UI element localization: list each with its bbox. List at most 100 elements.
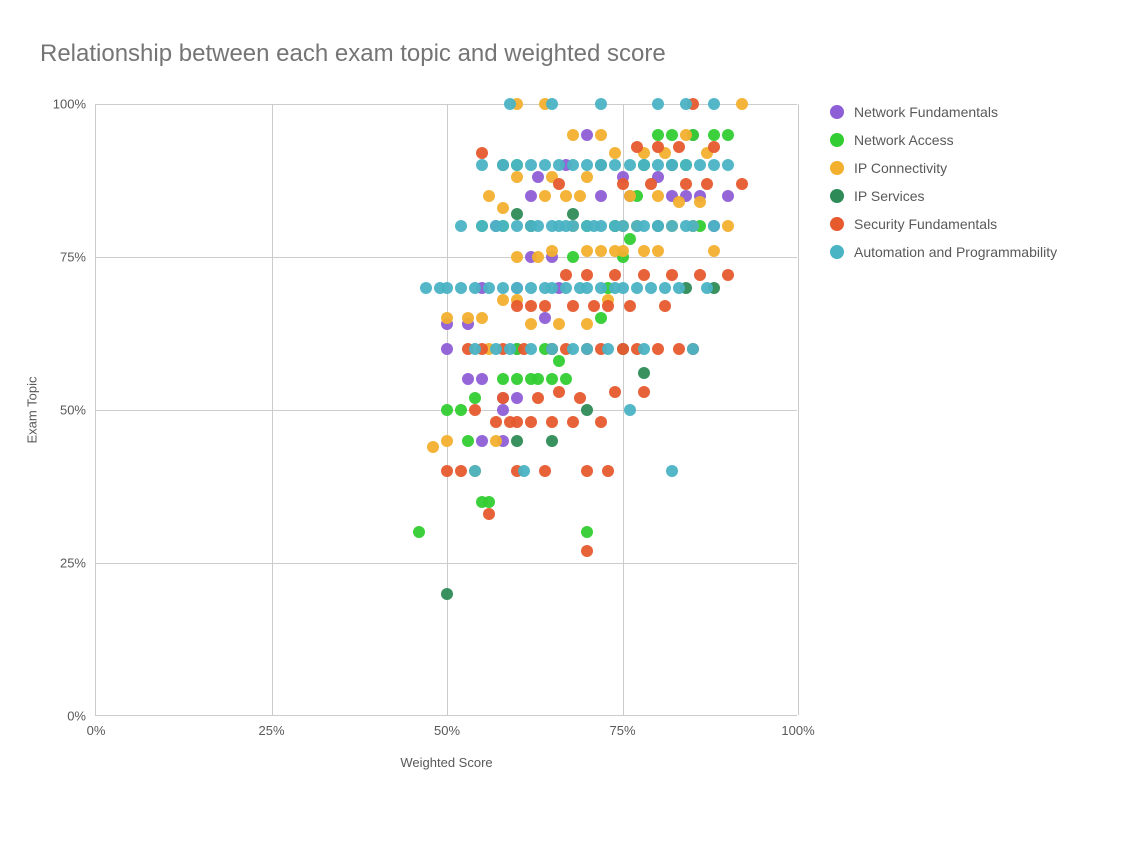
y-tick-label: 75% — [60, 250, 96, 265]
data-point — [483, 282, 495, 294]
data-point — [609, 159, 621, 171]
data-point — [722, 159, 734, 171]
data-point — [476, 159, 488, 171]
data-point — [511, 373, 523, 385]
data-point — [595, 98, 607, 110]
data-point — [553, 178, 565, 190]
data-point — [666, 220, 678, 232]
data-point — [511, 416, 523, 428]
data-point — [595, 190, 607, 202]
data-point — [525, 300, 537, 312]
data-point — [546, 416, 558, 428]
data-point — [666, 159, 678, 171]
data-point — [476, 312, 488, 324]
data-point — [553, 355, 565, 367]
data-point — [708, 141, 720, 153]
data-point — [483, 496, 495, 508]
scatter-chart: Relationship between each exam topic and… — [0, 0, 1125, 847]
data-point — [722, 220, 734, 232]
data-point — [497, 282, 509, 294]
data-point — [532, 373, 544, 385]
data-point — [441, 404, 453, 416]
x-tick-label: 50% — [434, 715, 460, 738]
x-tick-label: 100% — [781, 715, 814, 738]
data-point — [581, 404, 593, 416]
data-point — [455, 465, 467, 477]
data-point — [638, 367, 650, 379]
data-point — [560, 190, 572, 202]
data-point — [694, 269, 706, 281]
legend-item: IP Connectivity — [830, 160, 1057, 176]
data-point — [680, 98, 692, 110]
data-point — [455, 404, 467, 416]
data-point — [504, 98, 516, 110]
data-point — [546, 282, 558, 294]
data-point — [497, 202, 509, 214]
data-point — [680, 159, 692, 171]
data-point — [511, 435, 523, 447]
data-point — [511, 300, 523, 312]
data-point — [652, 159, 664, 171]
data-point — [483, 190, 495, 202]
data-point — [560, 282, 572, 294]
legend-label: Network Access — [854, 132, 954, 148]
data-point — [687, 220, 699, 232]
data-point — [617, 343, 629, 355]
data-point — [539, 312, 551, 324]
data-point — [624, 300, 636, 312]
data-point — [673, 343, 685, 355]
data-point — [722, 129, 734, 141]
data-point — [525, 318, 537, 330]
y-tick-label: 100% — [53, 97, 96, 112]
data-point — [462, 373, 474, 385]
x-tick-label: 25% — [258, 715, 284, 738]
data-point — [525, 343, 537, 355]
data-point — [567, 208, 579, 220]
data-point — [581, 343, 593, 355]
data-point — [567, 159, 579, 171]
data-point — [574, 392, 586, 404]
legend-swatch — [830, 245, 844, 259]
data-point — [497, 220, 509, 232]
data-point — [469, 392, 481, 404]
data-point — [469, 404, 481, 416]
data-point — [595, 312, 607, 324]
data-point — [511, 220, 523, 232]
data-point — [567, 300, 579, 312]
data-point — [511, 171, 523, 183]
data-point — [511, 159, 523, 171]
data-point — [567, 251, 579, 263]
data-point — [560, 269, 572, 281]
data-point — [497, 159, 509, 171]
legend-item: IP Services — [830, 188, 1057, 204]
data-point — [581, 245, 593, 257]
data-point — [694, 196, 706, 208]
data-point — [476, 435, 488, 447]
data-point — [609, 386, 621, 398]
data-point — [581, 465, 593, 477]
data-point — [532, 392, 544, 404]
y-axis-label: Exam Topic — [25, 376, 40, 443]
data-point — [483, 508, 495, 520]
data-point — [455, 282, 467, 294]
data-point — [581, 171, 593, 183]
data-point — [441, 465, 453, 477]
data-point — [638, 269, 650, 281]
data-point — [673, 282, 685, 294]
data-point — [624, 190, 636, 202]
data-point — [701, 178, 713, 190]
data-point — [490, 416, 502, 428]
data-point — [617, 220, 629, 232]
data-point — [567, 343, 579, 355]
data-point — [638, 343, 650, 355]
legend-swatch — [830, 105, 844, 119]
legend-item: Security Fundamentals — [830, 216, 1057, 232]
data-point — [588, 300, 600, 312]
legend-label: Automation and Programmability — [854, 244, 1057, 260]
legend-swatch — [830, 161, 844, 175]
data-point — [666, 129, 678, 141]
data-point — [441, 282, 453, 294]
data-point — [645, 282, 657, 294]
data-point — [567, 416, 579, 428]
data-point — [546, 343, 558, 355]
